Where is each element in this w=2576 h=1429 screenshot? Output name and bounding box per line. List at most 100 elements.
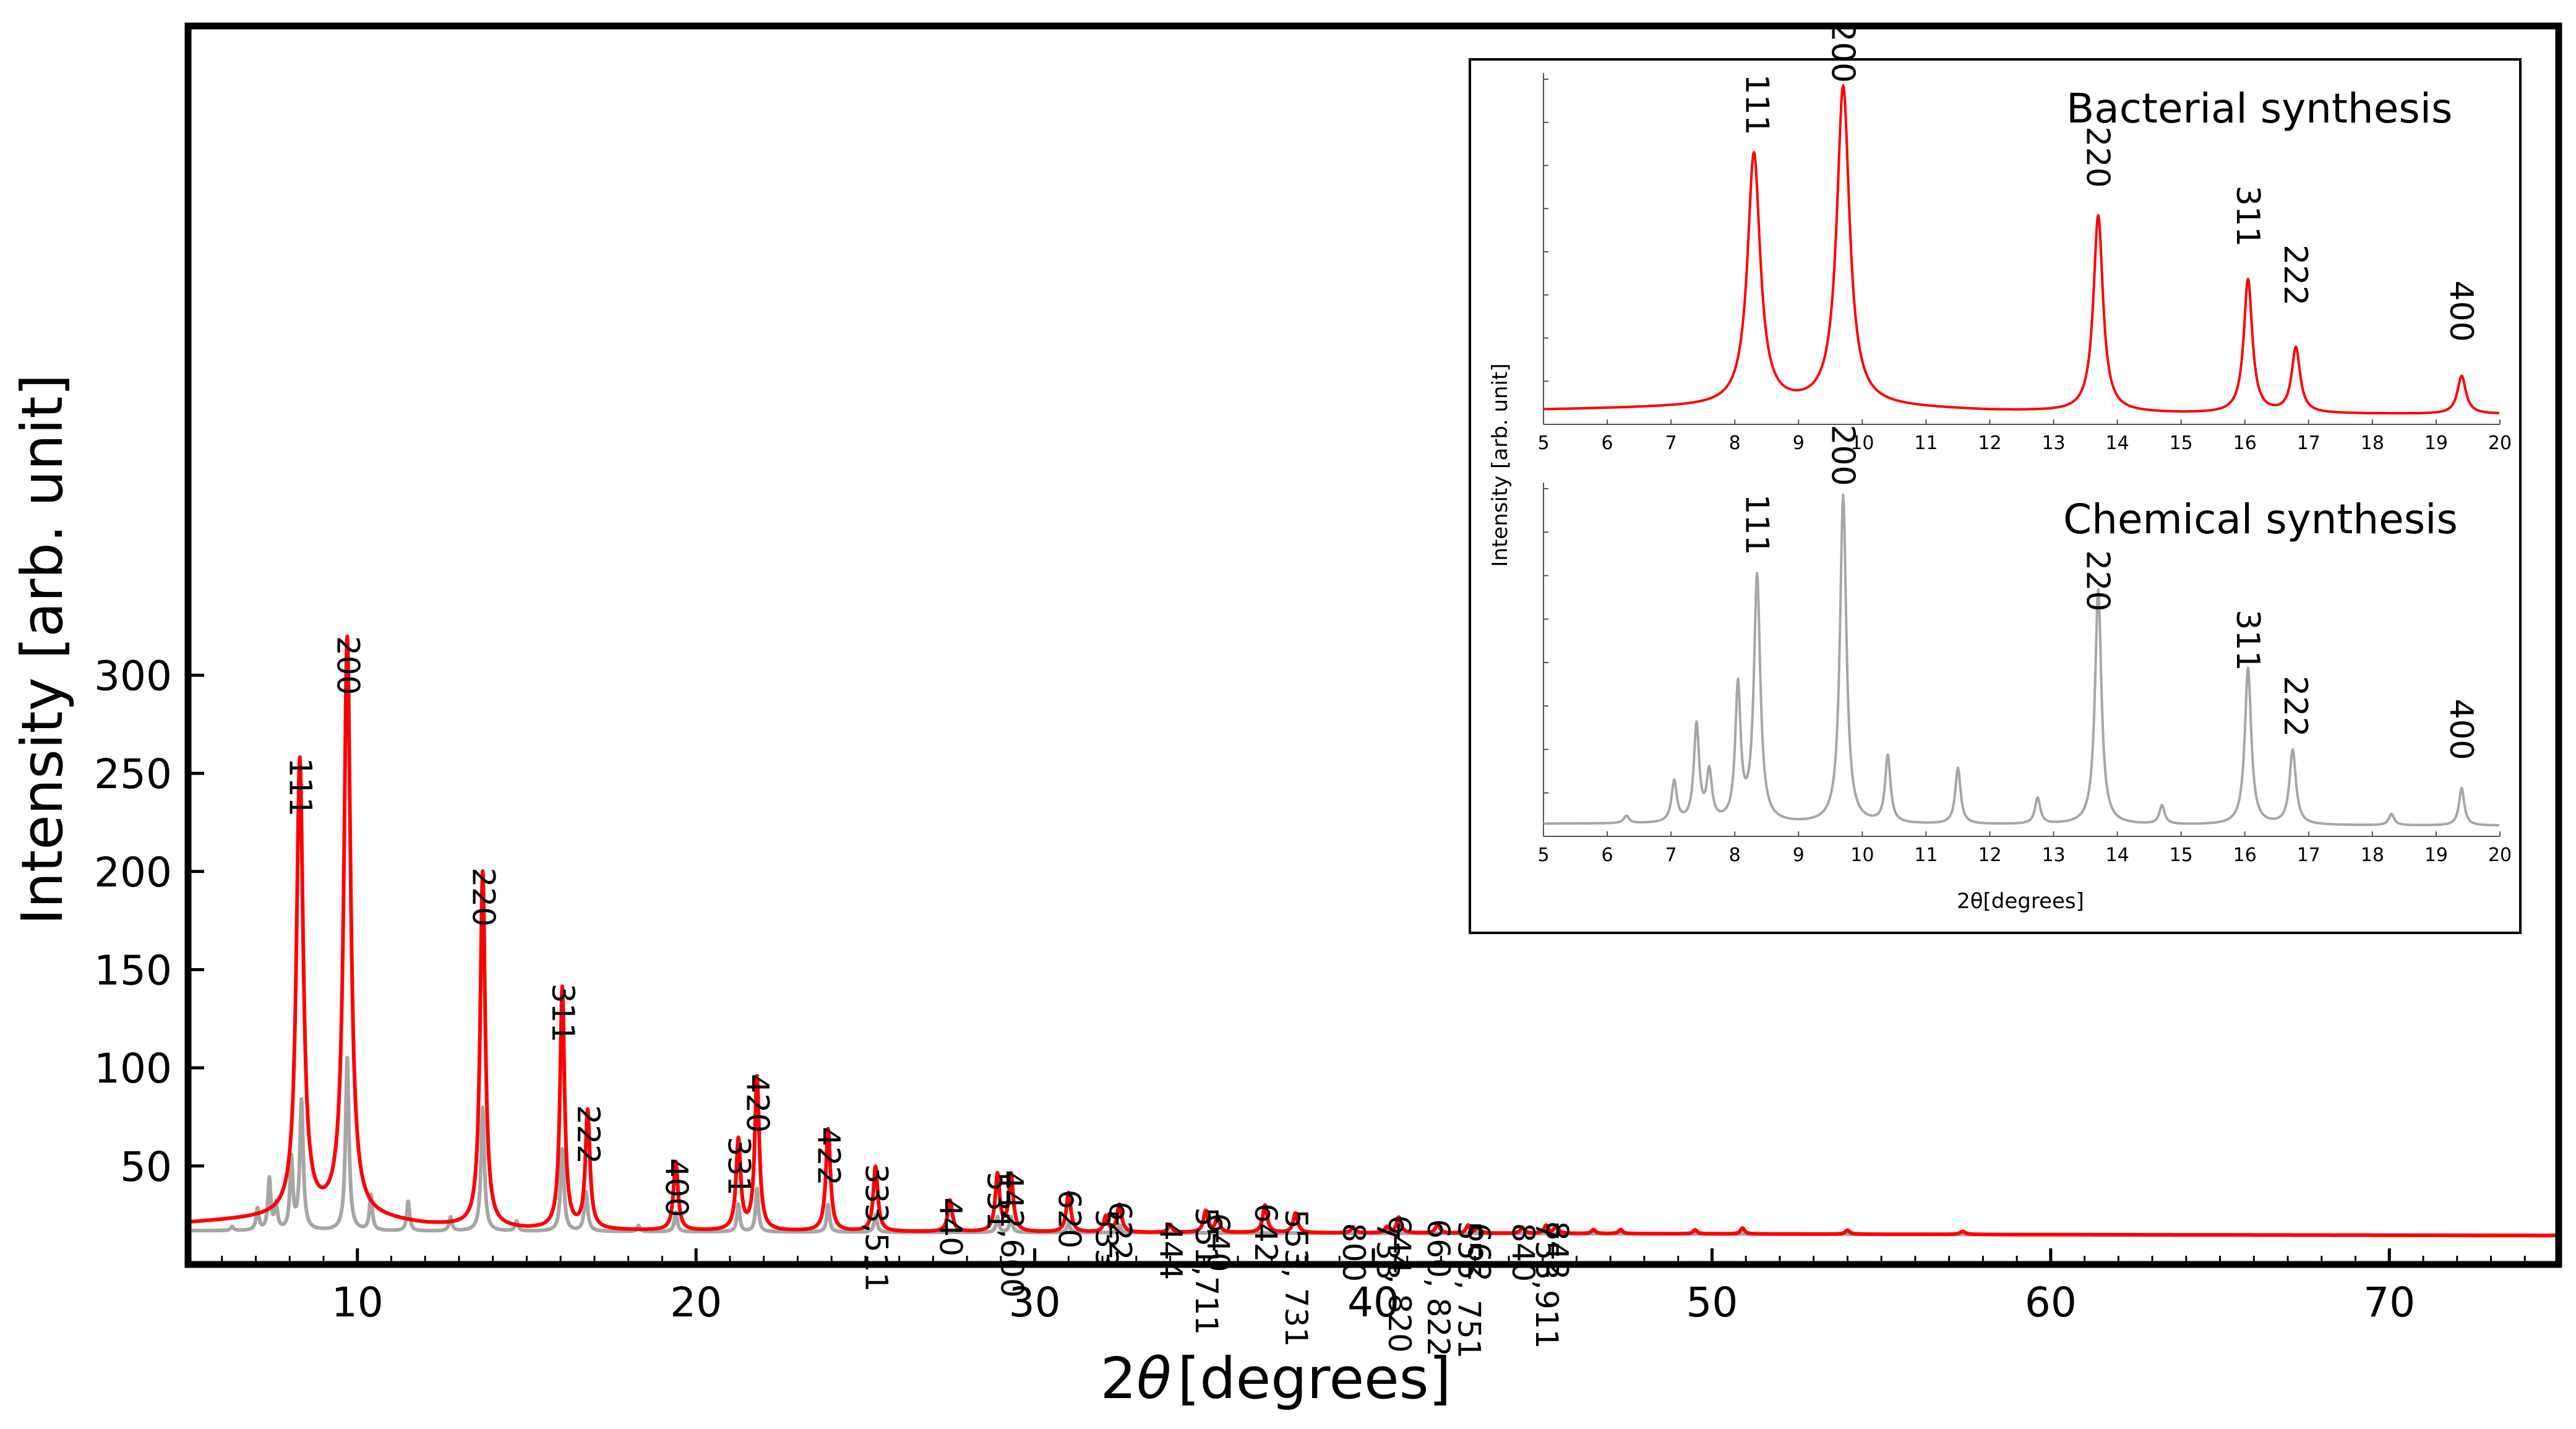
peak-label: 551,711 [1188,1207,1224,1335]
peak-label: 840 [1505,1223,1541,1282]
inset-bacterial-panel: 5 6 7 8 9 10 11 12 13 14 15 16 17 18 19 20 111 200 220 311 2… [1537,22,2512,454]
x-tick-label: 70 [2363,1279,2415,1326]
inset-peak-label: 311 [2229,186,2266,247]
inset-x-tick-label: 15 [2170,844,2193,866]
inset-peak-label: 400 [2442,281,2479,342]
inset-x-tick-label: 14 [2106,844,2129,866]
inset-x-tick-label: 7 [1665,432,1677,454]
inset-peak-label: 200 [1824,424,1861,486]
inset-x-tick-label: 9 [1793,844,1805,866]
x-tick-label: 30 [1009,1279,1061,1326]
inset-frame [1469,58,2522,934]
inset-x-tick-label: 19 [2424,844,2448,866]
main-axes: 10 20 30 40 50 60 70 50 100 150 200 250 300 111 200 220… [94,636,2526,1359]
x-tick-label: 20 [670,1279,722,1326]
inset-peak-label: 111 [1738,494,1775,556]
peak-label: 442,600 [994,1170,1029,1298]
inset-peak-label: 400 [2442,699,2479,760]
peak-label: 800 [1336,1223,1372,1282]
peak-label: 220 [465,868,501,927]
inset-x-tick-label: 16 [2233,844,2257,866]
inset-peak-label: 222 [2277,244,2314,306]
inset-x-tick-label: 20 [2488,844,2512,866]
inset-x-tick-label: 20 [2488,432,2512,454]
main-plot [186,634,2560,1238]
inset-peak-label: 220 [2079,126,2116,187]
peak-label: 444 [1153,1221,1189,1280]
peak-label: 533 [1089,1209,1125,1268]
inset-peak-label: 311 [2229,609,2266,671]
inset-x-tick-label: 16 [2233,432,2257,454]
peak-label: 311 [545,984,581,1042]
x-tick-label: 60 [2025,1279,2077,1326]
inset-peak-label: 222 [2277,676,2314,737]
peak-label: 222 [570,1105,606,1164]
inset-x-tick-label: 17 [2297,844,2321,866]
inset-x-axis-title: 2θ[degrees] [1957,889,2084,914]
inset-x-tick-label: 18 [2361,432,2384,454]
inset-x-tick-label: 14 [2106,432,2129,454]
x-tick-label: 50 [1686,1279,1738,1326]
inset-x-tick-label: 11 [1914,844,1938,866]
inset-x-tick-label: 15 [2170,432,2193,454]
inset-x-tick-label: 13 [2041,844,2065,866]
peak-label: 660, 822 [1420,1219,1456,1357]
inset-panel: 5 6 7 8 9 10 11 12 13 14 15 16 17 18 19 20 111 200 220 311 2… [1469,22,2522,934]
inset-x-tick-label: 7 [1665,844,1677,866]
x-tick-label: 10 [332,1279,384,1326]
x-axis-title: 2θ [degrees] [1101,1345,1451,1412]
inset-x-tick-label: 8 [1729,844,1741,866]
inset-x-tick-label: 11 [1914,432,1938,454]
y-tick-label: 300 [94,652,172,700]
inset-peak-label: 111 [1738,74,1775,135]
peak-label: 620 [1051,1190,1087,1248]
inset-x-tick-label: 5 [1537,844,1549,866]
peak-label: 333,511 [858,1164,894,1292]
peak-label: 622 [1102,1201,1138,1260]
bacterial-series-line [186,634,2560,1238]
peak-label: 733 [1370,1221,1406,1280]
x-tick-label: 40 [1347,1279,1399,1326]
peak-label: 111 [283,758,319,817]
inset-chemical-panel: 5 6 7 8 9 10 11 12 13 14 15 16 17 18 19 20 111 200 220 311 2… [1537,424,2512,866]
peak-label: 642 [1248,1203,1284,1262]
peak-label: 553, 731 [1278,1209,1314,1347]
y-tick-label: 100 [94,1045,172,1092]
inset-x-tick-label: 19 [2424,432,2448,454]
y-tick-label: 50 [120,1143,172,1191]
peak-label: 842 [1539,1221,1575,1280]
peak-label: 555, 751 [1451,1221,1487,1359]
inset-x-tick-label: 9 [1793,432,1805,454]
x-axis-title-prefix: 2 [1101,1345,1137,1412]
peak-label: 422 [811,1126,847,1185]
peak-label: 531 [980,1172,1016,1230]
inset-x-tick-label: 13 [2041,432,2065,454]
inset-x-tick-label: 6 [1602,844,1613,866]
inset-x-tick-label: 18 [2361,844,2384,866]
peak-label: 200 [330,636,366,695]
inset-x-tick-label: 17 [2297,432,2321,454]
inset-x-tick-label: 12 [1978,432,2001,454]
inset-chemical-line [1543,494,2500,826]
peak-label: 440 [933,1198,969,1256]
peak-label: 644, 820 [1381,1215,1417,1353]
inset-x-tick-label: 12 [1978,844,2001,866]
inset-peak-label: 200 [1824,22,1861,83]
y-axis-title: Intensity [arb. unit] [9,374,75,925]
peak-label: 331 [721,1136,757,1195]
inset-x-tick-label: 8 [1729,432,1741,454]
y-tick-label: 250 [94,750,172,798]
y-tick-label: 200 [94,849,172,896]
inset-peak-label: 220 [2079,550,2116,611]
x-axis-title-suffix: [degrees] [1177,1345,1451,1412]
plot-frame [184,22,2562,1268]
peak-label: 400 [658,1158,694,1217]
x-axis-title-theta: θ [1136,1345,1171,1412]
inset-x-tick-label: 6 [1602,432,1613,454]
inset-x-tick-label: 10 [1850,844,1874,866]
inset-bottom-title: Chemical synthesis [2063,496,2458,543]
inset-y-axis-title: Intensity [arb. unit] [1488,363,1513,567]
peak-label: 420 [740,1074,776,1133]
inset-bacterial-line [1543,84,2500,414]
